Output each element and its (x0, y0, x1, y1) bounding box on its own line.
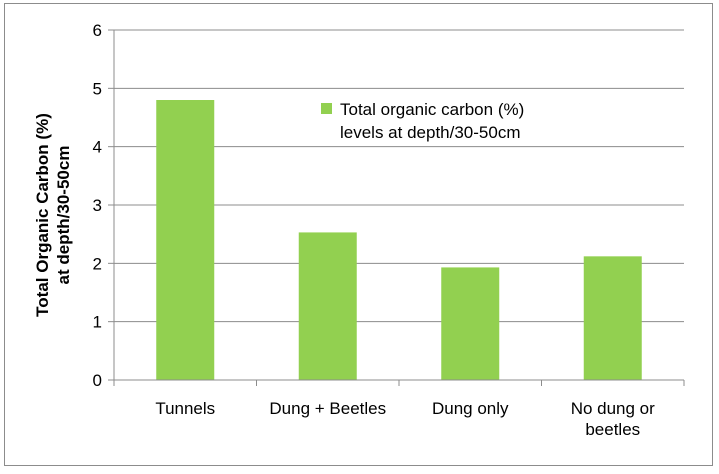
bar (298, 232, 357, 380)
y-axis-label: Total Organic Carbon (%) at depth/30-50cm (33, 113, 73, 317)
legend-label: Total organic carbon (%) levels at depth/… (340, 100, 524, 142)
bar (583, 256, 642, 380)
legend: Total organic carbon (%) levels at depth/… (321, 100, 524, 142)
y-tick-label: 5 (93, 79, 102, 98)
chart-frame (4, 3, 713, 466)
y-tick-label: 1 (93, 313, 102, 332)
y-tick-label: 3 (93, 196, 102, 215)
bars (156, 100, 642, 380)
x-tick-label: No dung or beetles (571, 399, 655, 439)
y-tick-labels: 0 1 2 3 4 5 6 (93, 21, 102, 390)
x-tick-label: Dung only (432, 399, 509, 418)
y-tick-label: 4 (93, 138, 102, 157)
y-tick-label: 6 (93, 21, 102, 40)
bar (156, 100, 215, 380)
bar (441, 267, 500, 380)
y-axis-title: Total Organic Carbon (%) at depth/30-50cm (33, 113, 73, 317)
axes (108, 29, 685, 386)
y-tick-label: 2 (93, 254, 102, 273)
y-tick-label: 0 (93, 371, 102, 390)
x-tick-labels: Tunnels Dung + Beetles Dung only No dung or… (155, 399, 655, 439)
legend-swatch (321, 103, 332, 114)
x-tick-label: Tunnels (155, 399, 215, 418)
x-tick-label: Dung + Beetles (269, 399, 386, 418)
